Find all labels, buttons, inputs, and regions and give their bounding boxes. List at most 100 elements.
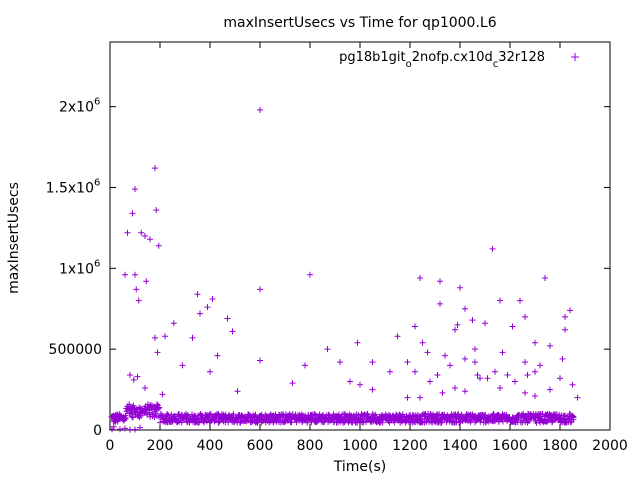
data-point	[138, 229, 145, 236]
data-point	[434, 372, 441, 379]
y-tick-exponent: 6	[94, 178, 100, 189]
data-point	[230, 411, 237, 418]
data-point	[234, 388, 241, 395]
data-point	[117, 426, 123, 433]
data-point	[129, 210, 136, 217]
data-point	[302, 362, 308, 369]
legend-marker-symbol	[571, 53, 579, 61]
data-point	[326, 412, 333, 419]
data-point	[130, 414, 137, 421]
data-point	[132, 271, 138, 278]
data-point	[567, 419, 574, 426]
data-point	[156, 404, 163, 411]
data-point	[447, 362, 453, 369]
y-tick-label: 1x10	[59, 261, 94, 277]
data-point	[257, 286, 263, 293]
data-point	[325, 411, 332, 418]
data-point	[522, 359, 528, 366]
data-point	[549, 419, 556, 426]
data-point	[517, 297, 523, 304]
data-point	[124, 229, 131, 236]
x-tick-label: 1400	[442, 438, 478, 454]
data-point	[412, 323, 418, 330]
data-point	[157, 419, 164, 426]
data-point	[474, 372, 481, 379]
data-point	[153, 207, 160, 214]
y-axis-label: maxInsertUsecs	[6, 182, 22, 294]
data-point	[387, 368, 393, 375]
data-point	[457, 284, 463, 291]
data-point	[562, 313, 568, 320]
data-point	[224, 315, 231, 322]
y-tick-label: 0	[93, 423, 102, 439]
data-point	[456, 419, 463, 426]
data-point	[472, 346, 478, 353]
data-point	[549, 418, 556, 425]
data-point	[303, 416, 310, 423]
data-point	[562, 326, 568, 333]
data-point	[394, 333, 401, 340]
data-point	[524, 419, 531, 426]
data-point	[206, 412, 213, 419]
data-point	[147, 236, 153, 243]
x-tick-label: 2000	[592, 438, 628, 454]
data-point	[207, 410, 214, 417]
data-point	[512, 378, 518, 385]
data-point	[477, 375, 483, 382]
y-tick-label: 500000	[49, 342, 102, 358]
data-point	[532, 393, 538, 400]
x-axis-ticks: 0 200 400 600 800 1000 1200 1400 1600 1800 2000	[106, 42, 628, 454]
data-point	[289, 380, 296, 387]
data-point	[229, 328, 236, 335]
data-point	[204, 304, 211, 311]
data-points	[108, 106, 581, 433]
data-point	[369, 359, 376, 366]
data-point	[462, 355, 468, 362]
data-point	[421, 411, 428, 418]
data-point	[477, 418, 484, 425]
data-point	[484, 375, 491, 382]
data-point	[143, 278, 150, 285]
data-point	[128, 413, 135, 420]
data-point	[417, 394, 423, 401]
data-point	[369, 411, 376, 418]
data-point	[404, 359, 411, 366]
x-axis-label: Time(s)	[333, 459, 386, 475]
data-point	[209, 296, 216, 303]
y-tick-label: 1.5x10	[46, 181, 94, 197]
data-point	[122, 414, 129, 421]
data-point	[532, 368, 538, 375]
data-point	[298, 411, 305, 418]
data-point	[251, 413, 258, 420]
data-point	[307, 271, 313, 278]
data-point	[427, 378, 433, 385]
data-point	[207, 368, 213, 375]
data-point	[127, 372, 133, 379]
data-point	[482, 320, 488, 327]
data-point	[257, 357, 263, 364]
data-point	[437, 300, 443, 307]
data-point	[347, 378, 353, 385]
data-point	[132, 186, 138, 193]
data-point	[176, 411, 183, 418]
x-tick-label: 1000	[342, 438, 378, 454]
data-point	[492, 368, 498, 375]
data-point	[178, 419, 185, 426]
data-point	[152, 165, 158, 172]
data-point	[364, 411, 371, 418]
data-point	[424, 349, 431, 356]
x-tick-label: 800	[297, 438, 324, 454]
data-point	[324, 346, 331, 353]
data-point	[354, 339, 361, 346]
data-point	[454, 321, 461, 328]
data-point	[452, 384, 458, 391]
data-point	[522, 313, 528, 320]
data-point	[197, 310, 203, 317]
data-point	[557, 375, 563, 382]
data-point	[497, 297, 503, 304]
y-tick-exponent: 6	[94, 258, 100, 269]
data-point	[525, 410, 532, 417]
data-point	[155, 242, 162, 249]
